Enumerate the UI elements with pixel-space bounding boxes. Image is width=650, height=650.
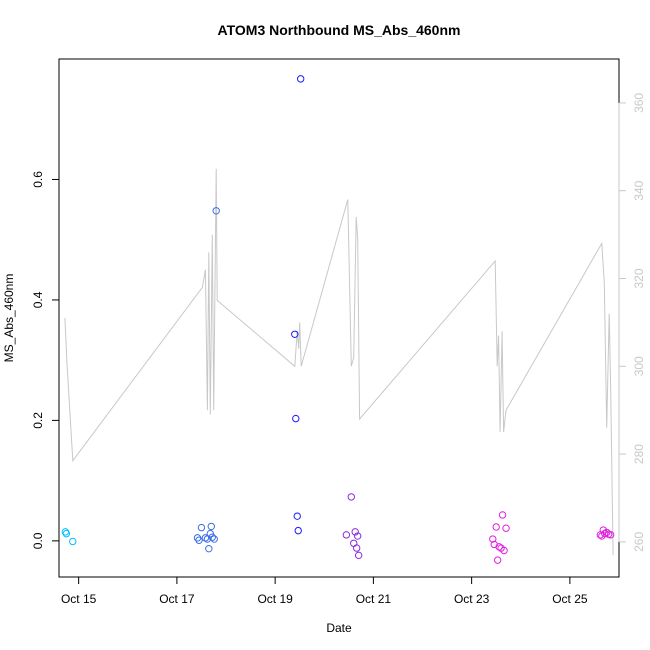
data-point: [353, 532, 362, 540]
series-line: [64, 168, 614, 556]
data-point: [350, 539, 358, 547]
data-point: [69, 537, 77, 546]
point-series: [61, 75, 615, 564]
data-point: [606, 531, 615, 539]
data-point: [206, 529, 214, 538]
data-point: [197, 523, 206, 532]
data-point: [62, 529, 71, 538]
data-point: [498, 511, 507, 519]
data-point: [495, 543, 503, 551]
x-tick-label: Oct 15: [61, 592, 97, 606]
data-point: [205, 544, 213, 553]
data-point: [502, 524, 510, 532]
data-point: [291, 330, 299, 338]
data-point: [207, 522, 215, 531]
x-tick-label: Oct 19: [257, 592, 293, 606]
y2-tick-label: 260: [632, 532, 646, 552]
chart-title: ATOM3 Northbound MS_Abs_460nm: [218, 22, 461, 38]
y-tick-label: 0.6: [31, 171, 45, 188]
y-axis-left: 0.0 0.2 0.4 0.6: [31, 171, 60, 549]
y-axis-right: 260 280 300 320 340 360: [618, 93, 646, 552]
data-point: [210, 535, 218, 543]
data-point: [293, 512, 301, 520]
y2-tick-label: 320: [632, 268, 646, 288]
data-point: [296, 75, 305, 83]
data-point: [493, 556, 502, 564]
data-point: [500, 546, 508, 555]
data-point: [347, 493, 355, 501]
data-point: [342, 531, 351, 539]
y2-tick-label: 300: [632, 356, 646, 376]
data-point: [352, 544, 361, 552]
y-tick-label: 0.2: [31, 412, 45, 429]
y-tick-label: 0.4: [31, 291, 45, 308]
x-tick-label: Oct 17: [159, 592, 195, 606]
plot-frame: [58, 58, 620, 578]
data-point: [492, 523, 500, 531]
x-tick-label: Oct 21: [356, 592, 392, 606]
x-tick-label: Oct 25: [552, 592, 588, 606]
data-point: [489, 535, 497, 543]
data-point: [195, 536, 203, 544]
data-point: [201, 534, 210, 542]
data-point: [212, 207, 220, 215]
y-tick-label: 0.0: [31, 532, 45, 549]
x-tick-label: Oct 23: [454, 592, 490, 606]
x-axis: Oct 15 Oct 17 Oct 19 Oct 21 Oct 23 Oct 25: [61, 576, 588, 606]
y2-tick-label: 280: [632, 444, 646, 464]
x-axis-label: Date: [326, 621, 352, 635]
y2-tick-label: 340: [632, 180, 646, 200]
data-point: [294, 526, 302, 535]
right-axis-line-series: [64, 168, 614, 556]
y-axis-label: MS_Abs_460nm: [2, 274, 16, 363]
data-point: [354, 551, 363, 560]
data-point: [351, 528, 359, 536]
data-point: [208, 533, 216, 541]
data-point: [292, 414, 300, 423]
y2-tick-label: 360: [632, 93, 646, 113]
data-point: [603, 528, 611, 537]
